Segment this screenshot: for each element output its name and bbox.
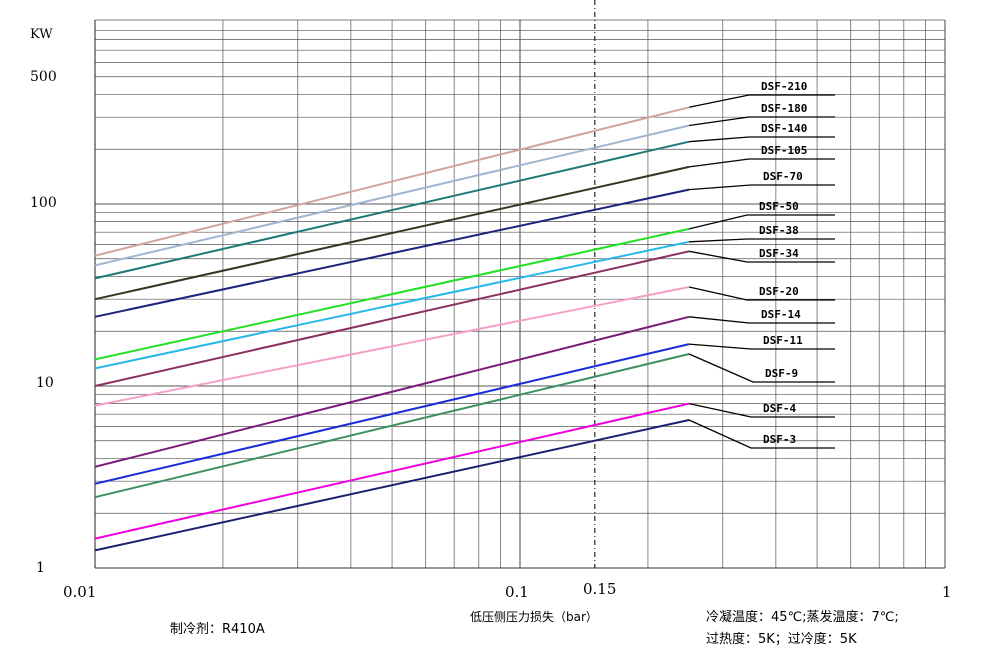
series-line-dsf-11: [94, 343, 690, 485]
leader-line-dsf-11: [689, 343, 835, 350]
series-label-dsf-9: DSF-9: [765, 367, 798, 380]
series-line-dsf-105: [94, 165, 690, 301]
y-tick-label-1: 1: [36, 560, 45, 576]
y-tick-label-500: 500: [30, 69, 57, 85]
series-label-dsf-50: DSF-50: [759, 200, 799, 213]
series-label-dsf-140: DSF-140: [761, 122, 807, 135]
leader-line-dsf-38: [689, 238, 835, 243]
series-line-dsf-140: [94, 140, 690, 280]
x-tick-label-0-15: 0.15: [583, 580, 616, 598]
x-tick-label-0-1: 0.1: [505, 583, 529, 601]
series-line-dsf-20: [94, 286, 690, 407]
tick-labels: KW 1 10 100 500 0.01 0.1 0.15 1: [30, 27, 952, 601]
leader-line-dsf-3: [688, 419, 835, 449]
condition-note-line1: 冷凝温度：45℃;蒸发温度：7℃;: [706, 610, 899, 625]
leader-line-dsf-140: [689, 136, 835, 143]
series-line-dsf-34: [94, 250, 690, 387]
leader-line-dsf-105: [689, 158, 835, 168]
leader-line-dsf-20: [688, 286, 835, 301]
x-axis-label: 低压侧压力损失（bar）: [470, 610, 598, 624]
series-line-dsf-180: [94, 124, 690, 267]
series-label-dsf-105: DSF-105: [761, 144, 807, 157]
series-label-dsf-70: DSF-70: [763, 170, 803, 183]
leader-line-dsf-50: [688, 214, 835, 230]
condition-note-line2: 过热度：5K；过冷度：5K: [706, 632, 857, 647]
leader-line-dsf-34: [688, 250, 835, 263]
leader-line-dsf-70: [689, 184, 835, 191]
series-label-dsf-34: DSF-34: [759, 247, 799, 260]
grid: [94, 0, 946, 569]
leader-line-dsf-210: [688, 94, 835, 108]
series-line-dsf-9: [94, 353, 690, 499]
y-axis-unit: KW: [30, 27, 53, 42]
series-line-dsf-38: [94, 240, 690, 370]
series-line-dsf-210: [94, 106, 690, 257]
series-label-dsf-38: DSF-38: [759, 224, 799, 237]
series-line-dsf-14: [94, 315, 690, 468]
refrigerant-note: 制冷剂：R410A: [170, 622, 265, 637]
series-label-dsf-3: DSF-3: [763, 433, 796, 446]
series-group: [94, 106, 690, 552]
x-tick-label-1: 1: [942, 583, 952, 601]
series-line-dsf-3: [94, 419, 690, 552]
leader-line-dsf-14: [689, 316, 835, 324]
series-label-dsf-20: DSF-20: [759, 285, 799, 298]
leader-line-dsf-9: [688, 353, 835, 383]
series-label-dsf-4: DSF-4: [763, 402, 796, 415]
y-tick-label-10: 10: [36, 375, 54, 391]
series-line-dsf-50: [94, 227, 690, 361]
series-line-dsf-70: [94, 188, 690, 318]
series-label-dsf-210: DSF-210: [761, 80, 807, 93]
series-label-dsf-180: DSF-180: [761, 102, 807, 115]
series-labels: DSF-210 DSF-180 DSF-140 DSF-105 DSF-70 DSF-50…: [688, 80, 835, 449]
series-label-dsf-11: DSF-11: [763, 334, 803, 347]
series-label-dsf-14: DSF-14: [761, 308, 801, 321]
x-tick-label-0-01: 0.01: [63, 583, 96, 601]
leader-line-dsf-180: [689, 116, 835, 127]
leader-line-dsf-4: [688, 402, 835, 418]
series-line-dsf-4: [94, 402, 690, 540]
y-tick-label-100: 100: [30, 195, 57, 211]
